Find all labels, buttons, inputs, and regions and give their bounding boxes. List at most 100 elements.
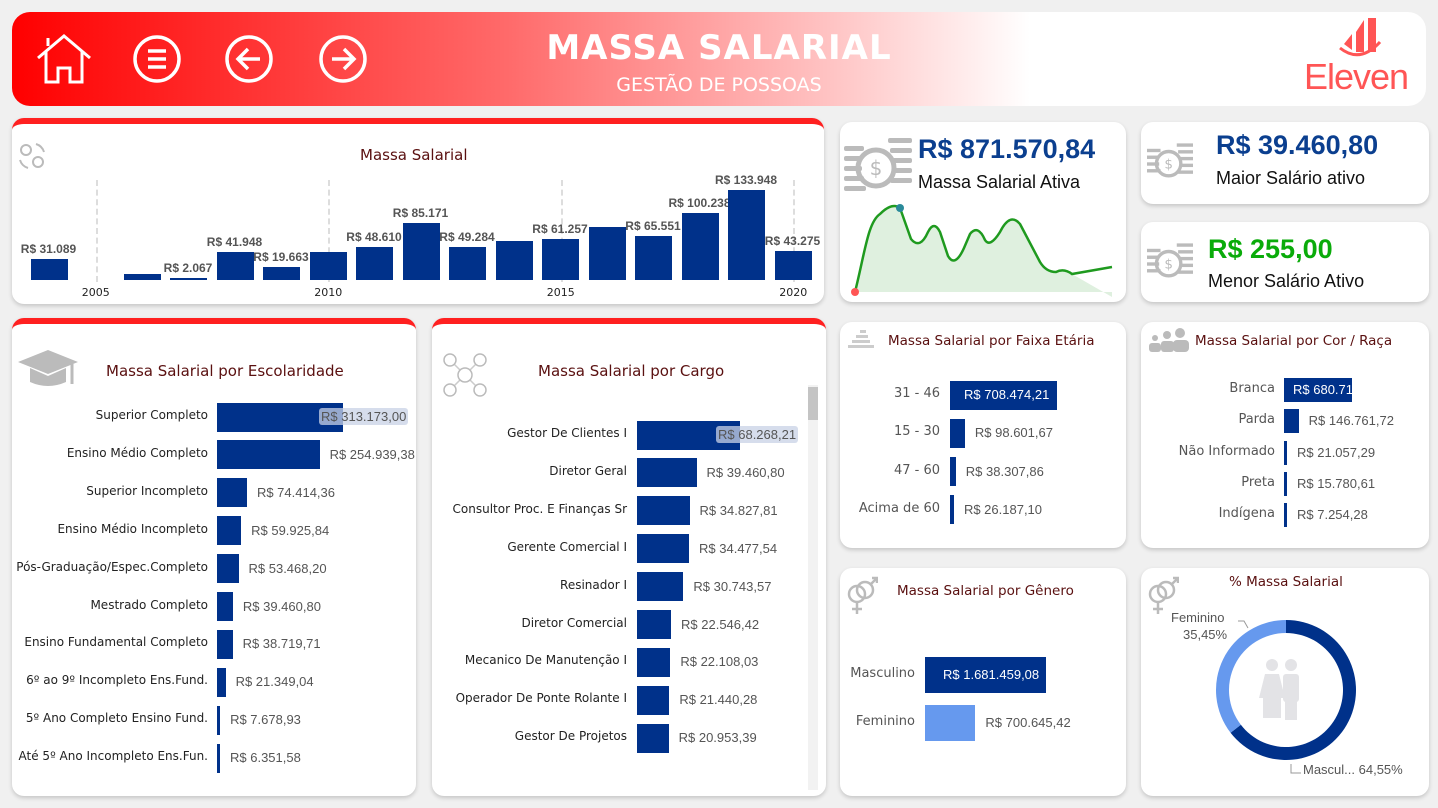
x-tick-label: 2020	[779, 286, 808, 299]
cargo-card: Massa Salarial por Cargo	[432, 318, 826, 796]
arrow-right-icon	[319, 35, 367, 83]
bar-mestrado-completo	[217, 592, 233, 621]
pyramid-icon	[848, 330, 874, 348]
bar-superior-incompleto	[217, 478, 247, 508]
bar-acima-de-60	[950, 495, 954, 525]
kpi-label: Menor Salário Ativo	[1208, 271, 1365, 291]
year-bar-2019	[728, 190, 765, 280]
home-button[interactable]	[37, 34, 91, 84]
bar-category-label: Branca	[1229, 381, 1275, 396]
bar-value-label: R$ 21.440,28	[679, 692, 758, 708]
bar-47-60	[950, 457, 956, 487]
year-bar-label: R$ 85.171	[392, 205, 449, 220]
year-bar-2015	[542, 238, 579, 280]
chart-title: Massa Salarial por Cargo	[538, 362, 725, 380]
bar-value-label: R$ 68.268,21	[716, 426, 799, 443]
bar-category-label: Pós-Graduação/Espec.Completo	[16, 559, 208, 574]
bar-value-label: R$ 38.719,71	[242, 636, 321, 652]
kpi-maior-salario-card: $ R$ 39.460,80 Maior Salário ativo	[1141, 122, 1429, 204]
bar-value-label: R$ 7.678,93	[230, 712, 301, 728]
bar-value-label: R$ 22.546,42	[681, 616, 760, 632]
bar-value-label: R$ 30.743,57	[693, 578, 772, 594]
masculino-leader-line	[1290, 764, 1301, 774]
bar-category-label: Ensino Médio Completo	[66, 445, 208, 460]
bar-category-label: Feminino	[855, 714, 915, 729]
money-stack-icon: $	[1147, 143, 1193, 178]
bar-value-label: R$ 98.601,67	[974, 425, 1053, 441]
bar-category-label: Não Informado	[1178, 443, 1275, 459]
bar-at-5-ano-incompleto-ens-fun-	[217, 743, 220, 773]
back-button[interactable]	[224, 34, 274, 84]
bar-value-label: R$ 21.349,04	[235, 674, 314, 690]
bar-value-label: R$ 38.307,86	[965, 463, 1044, 479]
bar-value-label: R$ 21.057,29	[1297, 444, 1376, 460]
forward-button[interactable]	[318, 34, 368, 84]
year-bar-label: R$ 61.257	[532, 221, 588, 236]
year-bar-label: R$ 31.089	[20, 242, 77, 257]
year-bar-label: R$ 133.948	[714, 173, 778, 187]
bar-value-label: R$ 34.827,81	[699, 502, 778, 518]
kpi-label: Maior Salário ativo	[1216, 168, 1366, 188]
faixa-etaria-card: Massa Salarial por Faixa Etária	[840, 322, 1126, 548]
bar-category-label: 6º ao 9º Incompleto Ens.Fund.	[26, 673, 208, 688]
bar-value-label: R$ 680.71	[1293, 382, 1353, 397]
bar-ind-gena	[1284, 503, 1287, 528]
bar-mecanico-de-manuten-o-i	[637, 647, 671, 677]
chart-title: Massa Salarial por Cor / Raça	[1195, 333, 1393, 349]
bar-category-label: Ensino Médio Incompleto	[57, 521, 208, 536]
bar-category-label: Consultor Proc. E Finanças Sr	[452, 501, 627, 516]
bar-ensino-fundamental-completo	[217, 629, 233, 659]
bar-value-label: R$ 34.477,54	[699, 540, 778, 556]
bar-category-label: Indígena	[1218, 506, 1275, 522]
bar-category-label: Preta	[1241, 474, 1275, 490]
kpi-menor-salario-card: $ R$ 255,00 Menor Salário Ativo	[1141, 222, 1429, 302]
year-bar-2007	[170, 278, 207, 280]
donut-slice-feminino[interactable]	[1216, 620, 1286, 733]
bar-value-label: R$ 26.187,10	[963, 501, 1043, 517]
bar-category-label: Ensino Fundamental Completo	[24, 635, 208, 650]
chart-title: Massa Salarial por Escolaridade	[106, 362, 344, 380]
bar-value-label: R$ 59.925,84	[251, 522, 330, 538]
year-bar-2006	[123, 273, 161, 280]
bar-value-label: R$ 313.173,00	[319, 408, 409, 425]
donut-chart	[1216, 620, 1356, 774]
bar-feminino	[925, 705, 976, 741]
year-bar-label: R$ 19.663	[253, 249, 309, 264]
cargo-scrollbar-thumb[interactable]	[808, 387, 818, 420]
bar-value-label: R$ 39.460,80	[242, 598, 321, 614]
year-bar-2004	[30, 259, 68, 280]
bar-5-ano-completo-ensino-fund-	[217, 705, 221, 735]
gender-icon	[1148, 576, 1179, 614]
bar-preta	[1284, 471, 1287, 496]
bar-value-label: R$ 39.460,80	[706, 464, 785, 480]
couple-icon	[1259, 659, 1299, 720]
bar-category-label: 15 - 30	[893, 424, 940, 440]
pct-massa-card: % Massa Salarial Feminino 35,45% Mascul.…	[1141, 568, 1429, 796]
bar-31-46	[950, 380, 1057, 410]
svg-text:$: $	[1164, 156, 1173, 172]
kpi-value: R$ 39.460,80	[1216, 130, 1379, 160]
bar-6-ao-9-incompleto-ens-fund-	[217, 667, 226, 697]
group-people-icon	[1149, 328, 1189, 352]
menu-button[interactable]	[132, 34, 182, 84]
massa-ativa-sparkline	[851, 204, 1113, 297]
cargo-scrollbar[interactable]	[808, 385, 818, 790]
svg-text:$: $	[1164, 256, 1173, 272]
year-gridline	[560, 180, 563, 282]
chart-title: % Massa Salarial	[1229, 574, 1343, 590]
year-gridline	[95, 180, 98, 282]
menu-icon	[133, 35, 181, 83]
escolaridade-card: Massa Salarial por Escolaridade	[12, 318, 416, 796]
bar-value-label: R$ 7.254,28	[1297, 507, 1368, 523]
x-tick-label: 2015	[546, 286, 575, 299]
donut-label-feminino: Feminino	[1171, 610, 1225, 625]
bar-category-label: Operador De Ponte Rolante I	[455, 691, 627, 706]
page-subtitle: GESTÃO DE POSSOAS	[616, 74, 822, 96]
year-bar-2014	[495, 241, 533, 280]
bar-parda	[1284, 409, 1299, 434]
bar-category-label: Gerente Comercial I	[507, 539, 627, 554]
bar-category-label: 47 - 60	[893, 462, 940, 478]
bar-resinador-i	[637, 572, 684, 602]
year-bar-label: R$ 48.610	[346, 230, 402, 245]
sparkline-max-point	[896, 204, 904, 212]
